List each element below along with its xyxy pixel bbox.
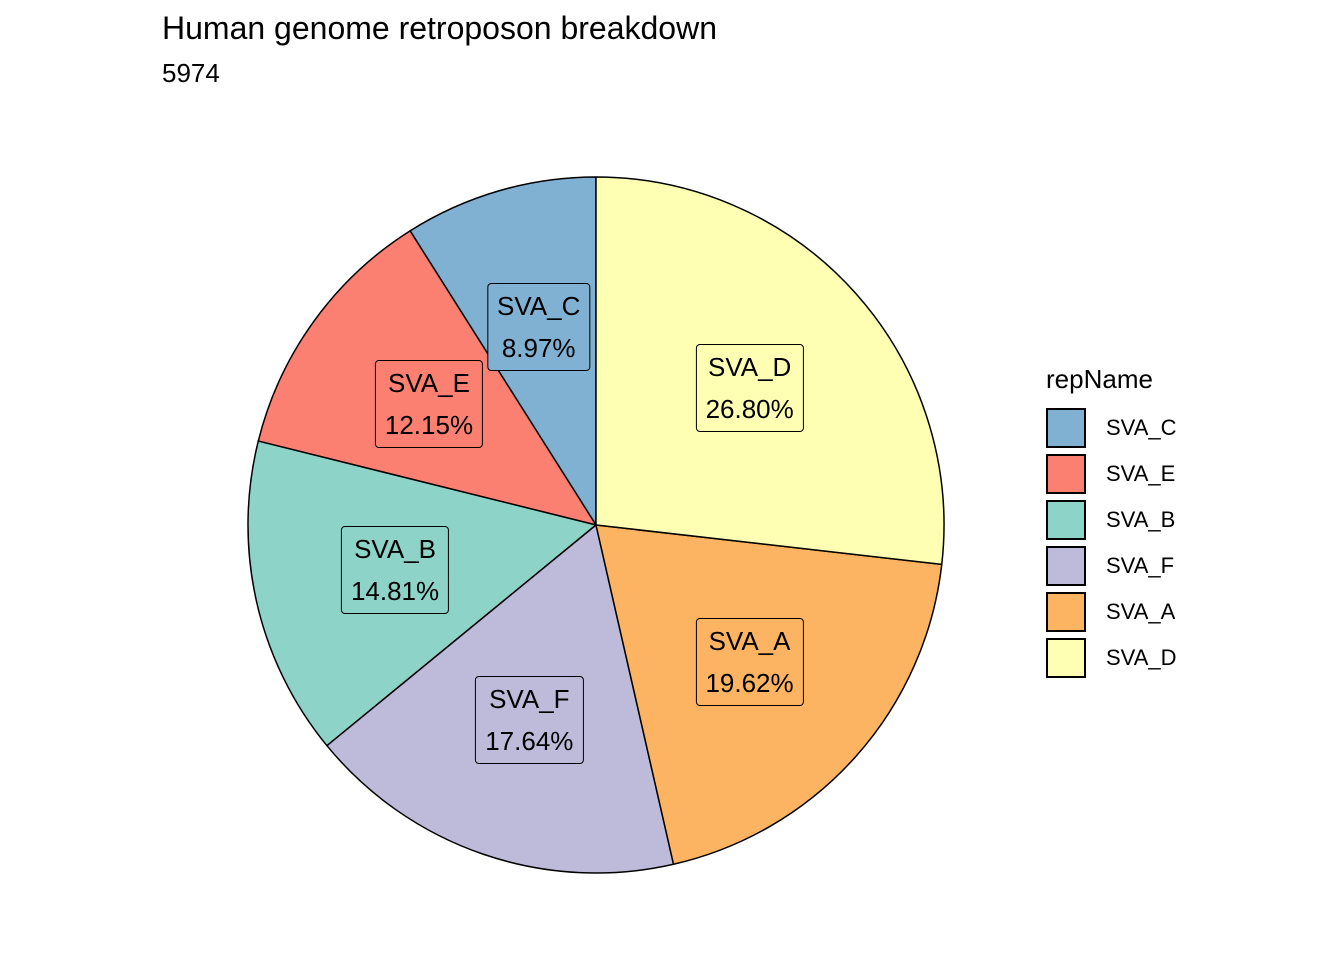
legend-item-sva-f: SVA_F [1046, 543, 1177, 589]
slice-label-name: SVA_D [708, 351, 792, 382]
legend-label: SVA_F [1106, 553, 1175, 578]
slice-label-name: SVA_B [354, 534, 436, 565]
slice-label-sva-f: SVA_F 17.64% [475, 675, 584, 764]
slice-label-sva-c: SVA_C 8.97% [487, 283, 591, 372]
chart-title: Human genome retroposon breakdown [162, 10, 717, 46]
slice-label-sva-b: SVA_B 14.81% [340, 526, 450, 615]
legend-label: SVA_C [1106, 415, 1177, 440]
slice-label-percent: 14.81% [350, 576, 440, 607]
legend-item-sva-c: SVA_C [1046, 405, 1177, 451]
slice-label-name: SVA_A [708, 626, 791, 657]
legend-item-sva-e: SVA_E [1046, 451, 1177, 497]
legend-items: SVA_C SVA_E SVA_B SVA_F SVA_A SVA_D [1046, 405, 1177, 681]
legend-item-sva-a: SVA_A [1046, 589, 1177, 635]
slice-label-sva-d: SVA_D 26.80% [695, 343, 804, 432]
slice-label-percent: 12.15% [384, 410, 474, 441]
legend-swatch [1046, 408, 1086, 448]
chart-subtitle: 5974 [162, 58, 220, 88]
legend-label: SVA_A [1106, 599, 1176, 624]
slice-label-percent: 26.80% [705, 393, 794, 424]
legend-label: SVA_B [1106, 507, 1176, 532]
slice-label-percent: 17.64% [485, 725, 574, 756]
legend-swatch [1046, 638, 1086, 678]
legend-label: SVA_E [1106, 461, 1176, 486]
legend-swatch [1046, 500, 1086, 540]
slice-label-percent: 19.62% [705, 668, 794, 699]
legend-label: SVA_D [1106, 645, 1177, 670]
legend: repName SVA_C SVA_E SVA_B SVA_F SVA_A SVA_D [1046, 364, 1177, 681]
slice-label-percent: 8.97% [501, 333, 576, 364]
legend-swatch [1046, 592, 1086, 632]
slice-label-name: SVA_C [497, 291, 581, 322]
slice-label-name: SVA_F [489, 683, 570, 714]
legend-title: repName [1046, 364, 1153, 394]
legend-swatch [1046, 546, 1086, 586]
slice-label-name: SVA_E [388, 368, 470, 399]
slice-label-sva-a: SVA_A 19.62% [695, 618, 804, 707]
legend-item-sva-b: SVA_B [1046, 497, 1177, 543]
legend-swatch [1046, 454, 1086, 494]
legend-item-sva-d: SVA_D [1046, 635, 1177, 681]
slice-label-sva-e: SVA_E 12.15% [374, 360, 484, 449]
